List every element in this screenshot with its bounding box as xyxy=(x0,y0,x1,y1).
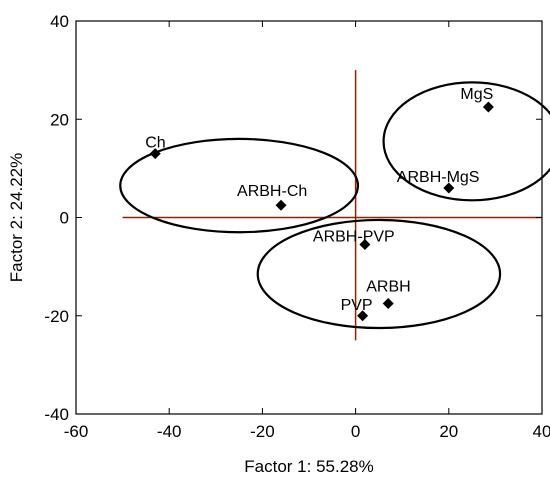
x-tick-label: -40 xyxy=(157,422,182,441)
data-point-label: PVP xyxy=(341,297,373,314)
data-point-label: MgS xyxy=(460,86,493,103)
x-tick-label: 0 xyxy=(351,422,360,441)
y-tick-label: -20 xyxy=(44,307,69,326)
cluster-ellipse xyxy=(256,218,502,330)
x-tick-label: -20 xyxy=(250,422,275,441)
x-tick-label: 40 xyxy=(533,422,550,441)
data-point-marker xyxy=(482,101,494,113)
y-tick-label: 20 xyxy=(50,110,69,129)
x-tick-label: 20 xyxy=(439,422,458,441)
data-point-label: ARBH-MgS xyxy=(397,169,480,186)
data-points: Ch ARBH-Ch MgS ARBH-MgS ARBH-PVP ARBH PVP xyxy=(145,86,494,322)
cluster-ellipse xyxy=(119,137,360,234)
x-axis-title: Factor 1: 55.28% xyxy=(244,457,373,476)
data-point-marker xyxy=(275,199,287,211)
data-point-label: Ch xyxy=(145,135,165,152)
y-tick-label: 40 xyxy=(50,12,69,31)
data-point-label: ARBH-PVP xyxy=(313,229,395,246)
reference-lines xyxy=(122,70,542,341)
data-point-label: ARBH-Ch xyxy=(237,183,307,200)
cluster-ellipse xyxy=(382,81,550,202)
cluster-ellipses xyxy=(119,81,550,330)
data-point-marker xyxy=(357,310,369,322)
data-point-marker xyxy=(382,297,394,309)
data-point-marker xyxy=(149,148,161,160)
y-axis-title: Factor 2: 24.22% xyxy=(7,153,26,282)
x-tick-label: -60 xyxy=(64,422,89,441)
y-tick-label: 0 xyxy=(60,209,69,228)
data-point-marker xyxy=(359,239,371,251)
data-point-marker xyxy=(443,182,455,194)
y-tick-label: -40 xyxy=(44,405,69,424)
data-point-label: ARBH xyxy=(366,278,410,295)
